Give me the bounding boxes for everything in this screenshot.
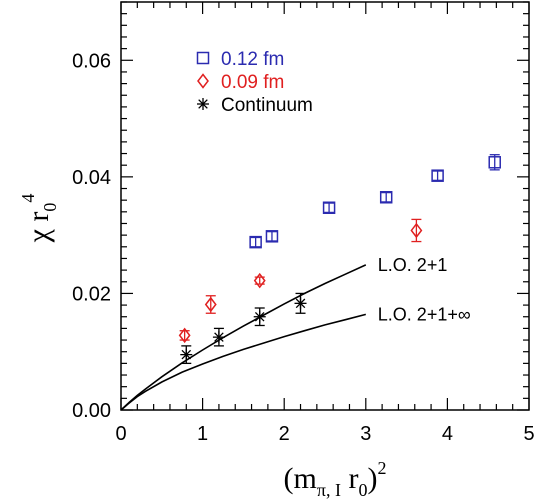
plot-frame — [120, 1, 530, 411]
marker-square — [249, 235, 262, 249]
data-point-square-1 — [249, 235, 262, 249]
y-tick-label: 0.04 — [72, 167, 111, 189]
curve-1 — [120, 264, 367, 411]
data-point-diamond-1 — [178, 327, 191, 344]
y-tick-label: 0.00 — [72, 400, 111, 422]
data-point-square-5 — [431, 169, 444, 182]
legend-entry-1: 0.12 fm — [196, 49, 284, 70]
legend-entry-3: Continuum — [197, 95, 313, 116]
marker-square — [488, 156, 501, 169]
data-point-square-6 — [488, 154, 501, 171]
points-layer — [178, 154, 501, 365]
marker-diamond — [253, 272, 266, 289]
legend-marker — [197, 73, 209, 89]
marker-diamond — [178, 327, 191, 344]
marker-asterisk-stroke — [214, 332, 224, 342]
x-tick-label: 4 — [442, 423, 453, 445]
x-tick-label: 3 — [360, 423, 371, 445]
data-point-square-3 — [322, 201, 336, 214]
data-point-diamond-4 — [410, 218, 423, 243]
x-tick-label: 5 — [523, 423, 534, 445]
data-point-square-4 — [379, 191, 393, 204]
marker — [322, 201, 336, 214]
data-point-asterisk-4 — [294, 292, 307, 314]
legend-label: 0.12 fm — [221, 49, 284, 70]
marker — [178, 327, 191, 344]
marker-asterisk-stroke — [254, 311, 265, 322]
marker — [253, 272, 266, 289]
marker-diamond — [204, 296, 217, 313]
marker — [212, 331, 225, 344]
marker-square — [431, 169, 444, 182]
marker-diamond — [197, 73, 209, 89]
marker — [410, 222, 423, 239]
data-point-diamond-3 — [253, 272, 266, 289]
marker — [265, 230, 279, 243]
y-tick-label: 0.06 — [72, 50, 111, 72]
marker-square — [322, 201, 336, 214]
data-point-asterisk-3 — [253, 307, 266, 327]
legend-marker — [197, 98, 209, 110]
marker-asterisk-stroke — [198, 99, 208, 109]
curve-2 — [120, 313, 367, 411]
legend-label: 0.09 fm — [221, 72, 284, 93]
curve-label-1: L.O. 2+1 — [378, 255, 448, 275]
data-point-asterisk-1 — [180, 345, 193, 365]
marker-asterisk-stroke — [295, 298, 306, 309]
curve-label-2: L.O. 2+1+∞ — [378, 304, 471, 324]
data-point-asterisk-2 — [212, 327, 225, 347]
y-tick-label: 0.02 — [72, 283, 111, 305]
marker — [249, 235, 262, 249]
x-tick-label: 1 — [197, 423, 208, 445]
marker-square — [265, 230, 279, 243]
marker — [379, 191, 393, 204]
axes-layer: 0 1 2 3 4 5 0.00 0.02 0.04 0.06 — [72, 1, 535, 445]
x-axis-label: (mπ, I r0)2 — [284, 458, 387, 499]
x-tick-label: 2 — [279, 423, 290, 445]
legend-entry-2: 0.09 fm — [197, 72, 284, 93]
legend-label: Continuum — [221, 95, 313, 116]
marker — [431, 169, 444, 182]
marker-diamond — [410, 222, 423, 239]
marker — [488, 156, 501, 169]
data-point-square-2 — [265, 230, 279, 243]
axis-labels: (mπ, I r0)2 χ r04 — [18, 194, 386, 499]
y-axis-label: χ r04 — [18, 194, 60, 244]
curves-layer: L.O. 2+1 L.O. 2+1+∞ — [120, 255, 471, 411]
marker-asterisk-stroke — [181, 349, 192, 360]
data-point-diamond-2 — [204, 295, 217, 314]
x-tick-label: 0 — [115, 423, 126, 445]
marker — [180, 348, 193, 361]
legend-marker — [196, 51, 210, 65]
marker-square — [196, 51, 210, 65]
marker-square — [379, 191, 393, 204]
marker — [253, 310, 266, 323]
marker — [294, 297, 307, 310]
marker — [204, 296, 217, 313]
